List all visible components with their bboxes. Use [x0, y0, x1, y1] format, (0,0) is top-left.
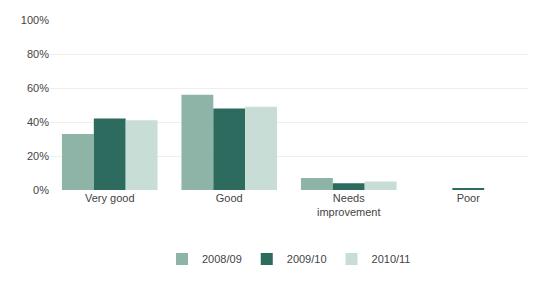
svg-text:80%: 80%: [27, 48, 49, 60]
svg-text:2010/11: 2010/11: [372, 253, 411, 265]
svg-text:Very good: Very good: [85, 192, 135, 204]
svg-text:40%: 40%: [27, 116, 49, 128]
svg-text:2008/09: 2008/09: [202, 253, 242, 265]
svg-text:60%: 60%: [27, 82, 49, 94]
svg-text:20%: 20%: [27, 150, 49, 162]
svg-text:Poor: Poor: [457, 192, 481, 204]
svg-text:Good: Good: [216, 192, 243, 204]
svg-text:Needsimprovement: Needsimprovement: [317, 192, 381, 218]
svg-text:0%: 0%: [33, 184, 49, 196]
svg-text:2009/10: 2009/10: [287, 253, 327, 265]
svg-text:100%: 100%: [21, 14, 49, 26]
